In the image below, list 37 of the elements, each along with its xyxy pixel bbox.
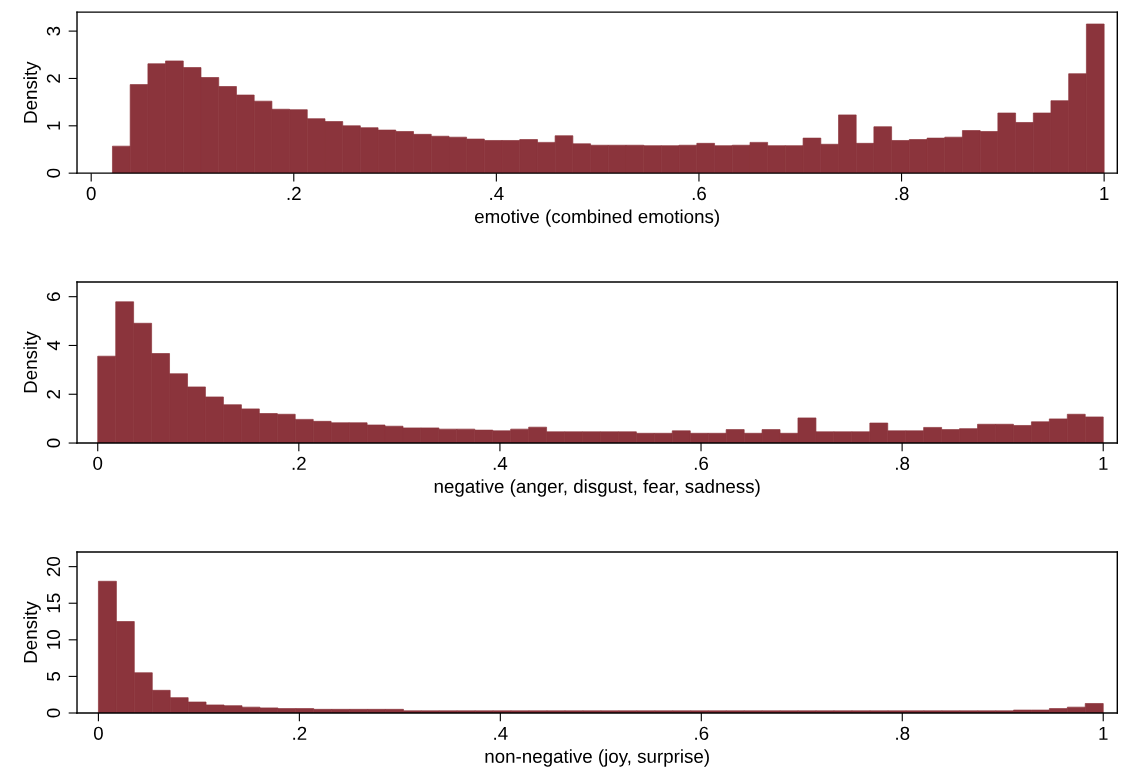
x-tick-label: .6 [695, 726, 709, 740]
y-tick-label: 20 [46, 556, 61, 577]
x-tick-label: .6 [694, 456, 709, 471]
x-tick-label: .4 [494, 726, 508, 740]
x-tick-label: .2 [293, 726, 307, 740]
y-tick-label: 0 [46, 438, 61, 448]
x-axis-title: non-negative (joy, surprise) [485, 749, 709, 767]
y-axis-title: Density [23, 61, 41, 123]
x-axis-title: emotive (combined emotions) [474, 209, 719, 227]
y-tick-label: 0 [46, 168, 61, 178]
y-tick-label: 15 [47, 593, 61, 613]
y-tick-label: 3 [46, 26, 61, 36]
y-tick-label: 2 [46, 74, 60, 83]
x-tick-label: 1 [1099, 456, 1108, 470]
y-tick-label: 5 [47, 671, 61, 681]
x-tick-label: .4 [493, 456, 508, 470]
x-tick-label: 0 [86, 186, 96, 201]
x-tick-label: 1 [1100, 187, 1109, 200]
y-axis-title: Density [23, 601, 41, 663]
x-tick-label: .4 [490, 187, 504, 200]
x-tick-label: .8 [896, 726, 910, 740]
x-tick-label: .2 [292, 456, 306, 470]
x-tick-label: .8 [896, 456, 910, 471]
y-axis-title: Density [23, 331, 41, 393]
x-axis-title: negative (anger, disgust, fear, sadness) [434, 479, 760, 497]
y-tick-label: 6 [46, 292, 61, 301]
y-tick-label: 4 [47, 340, 60, 351]
x-tick-label: .6 [692, 186, 706, 201]
x-tick-label: 1 [1099, 726, 1108, 740]
x-tick-label: 0 [93, 456, 103, 471]
y-tick-label: 2 [46, 389, 60, 399]
y-tick-label: 10 [46, 630, 61, 649]
x-tick-label: 0 [93, 726, 103, 740]
x-tick-label: .2 [287, 186, 301, 200]
y-tick-label: 1 [47, 121, 60, 130]
x-tick-label: .8 [895, 186, 909, 201]
y-tick-label: 0 [46, 708, 61, 718]
